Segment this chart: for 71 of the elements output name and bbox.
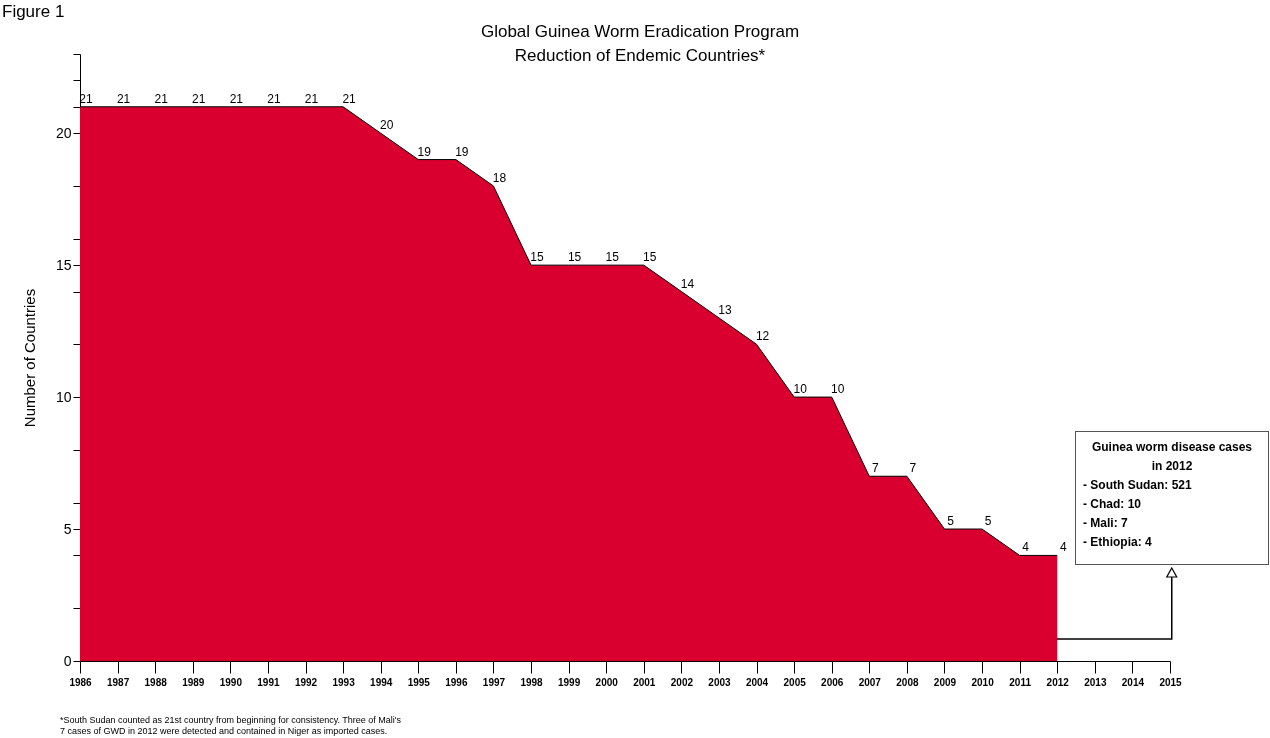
x-tick-label: 2014 [1121, 676, 1145, 688]
x-tick-label: 2015 [1159, 676, 1183, 688]
y-tick-label: 15 [55, 256, 72, 273]
data-label: 7 [871, 461, 879, 476]
x-tick-label: 1990 [219, 676, 243, 688]
data-label: 20 [380, 118, 394, 133]
x-tick-label: 1998 [520, 676, 544, 688]
annotation: - Chad: 10 [1083, 496, 1142, 513]
x-tick-label: 1997 [482, 676, 506, 688]
data-label: 21 [154, 91, 169, 106]
x-tick-label: 1991 [257, 676, 280, 688]
data-label: 5 [947, 514, 955, 529]
x-tick-label: 2005 [783, 676, 807, 688]
data-label: 21 [267, 91, 281, 106]
x-tick-label: 2007 [858, 676, 882, 688]
x-tick-label: 2011 [1009, 676, 1032, 688]
x-tick-label: 2009 [933, 676, 957, 688]
x-tick-label: 1992 [294, 676, 318, 688]
x-tick-label: 1994 [370, 676, 393, 688]
y-tick-label: 10 [55, 388, 72, 405]
data-label: 10 [831, 382, 845, 397]
chart-title: Global Guinea Worm Eradication Program [480, 22, 800, 41]
x-tick-label: 2006 [821, 676, 844, 688]
data-label: 4 [1022, 540, 1030, 555]
data-label: 18 [492, 170, 507, 185]
x-tick-label: 2013 [1084, 676, 1107, 688]
caption: Figure 1 [2, 2, 65, 21]
data-label: 19 [417, 144, 432, 159]
data-label: 21 [229, 91, 244, 106]
data-label: 5 [984, 514, 992, 529]
data-label: 15 [605, 250, 620, 265]
annotation: - Ethiopia: 4 [1083, 534, 1153, 551]
y-tick-label: 0 [63, 652, 72, 669]
data-label: 15 [530, 250, 545, 265]
x-tick-label: 2002 [670, 676, 694, 688]
annotation: - South Sudan: 521 [1083, 477, 1193, 494]
x-tick-label: 1995 [407, 676, 431, 688]
x-tick-label: 2010 [971, 676, 995, 688]
data-label: 21 [304, 91, 319, 106]
x-tick-label: 1999 [558, 676, 581, 688]
x-tick-label: 2012 [1046, 676, 1070, 688]
x-tick-label: 2000 [595, 676, 619, 688]
text: *South Sudan counted as 21st country from beginning for consistency. Three of Mali's 7 cases of GWD in 2012 were detected and contained in Niger as imported cases. [60, 715, 402, 736]
x-tick-label: 1988 [144, 676, 168, 688]
data-label: 7 [909, 461, 917, 476]
x-tick-label: 1986 [69, 676, 93, 688]
x-tick-label: 2004 [745, 676, 769, 688]
data-label: 15 [643, 250, 657, 265]
data-label: 21 [192, 91, 206, 106]
y-tick-label: 20 [55, 124, 72, 141]
y-axis-title: Number of Countries [20, 288, 38, 428]
data-label: 10 [793, 382, 808, 397]
x-tick-label: 2003 [708, 676, 732, 688]
x-tick-label: 1996 [445, 676, 468, 688]
data-label: 14 [680, 276, 695, 291]
data-label: 19 [455, 144, 469, 159]
data-label: 21 [116, 91, 131, 106]
annotation: Guinea worm disease cases in 2012 [1090, 439, 1254, 475]
x-tick-label: 2008 [896, 676, 919, 688]
x-tick-label: 1993 [332, 676, 356, 688]
y-tick-label: 5 [63, 520, 72, 537]
data-label: 4 [1059, 540, 1067, 555]
chart-subtitle: Reduction of Endemic Countries* [514, 46, 766, 65]
data-label: 21 [342, 91, 357, 106]
data-label: 12 [755, 329, 770, 344]
x-tick-label: 2001 [633, 676, 656, 688]
x-tick-label: 1987 [106, 676, 130, 688]
annotation: - Mali: 7 [1083, 515, 1129, 532]
data-label: 15 [567, 250, 582, 265]
x-tick-label: 1989 [182, 676, 205, 688]
data-label: 13 [718, 302, 732, 317]
